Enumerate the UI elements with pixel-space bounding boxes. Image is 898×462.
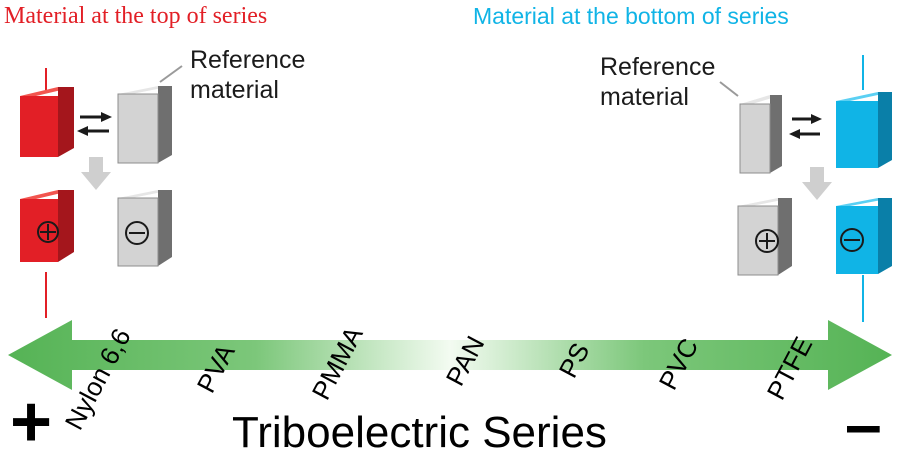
reference-block-right bbox=[739, 95, 782, 174]
top-material-block bbox=[20, 87, 74, 157]
reference-block-left bbox=[117, 86, 172, 164]
reference-leader-right bbox=[719, 81, 739, 97]
bottom-material-block bbox=[836, 92, 892, 168]
reference-label-left-line2: material bbox=[190, 76, 279, 104]
reference-label-right-line1: Reference bbox=[600, 53, 716, 81]
reference-label-right-line2: material bbox=[600, 83, 689, 111]
series-arrow bbox=[8, 320, 892, 390]
series-title: Triboelectric Series bbox=[232, 408, 607, 457]
down-arrow-left bbox=[81, 157, 111, 190]
positive-end-sign: + bbox=[10, 382, 53, 462]
negative-end-sign: – bbox=[845, 387, 882, 461]
exchange-arrows-left bbox=[77, 112, 112, 136]
bottom-of-series-title: Material at the bottom of series bbox=[473, 3, 789, 29]
negative-charged-reference-block bbox=[117, 190, 172, 267]
top-of-series-title: Material at the top of series bbox=[4, 3, 268, 29]
positive-charged-reference-block bbox=[737, 198, 792, 276]
negative-charged-block bbox=[836, 198, 892, 274]
down-arrow-right bbox=[802, 167, 832, 200]
positive-charged-block bbox=[20, 190, 74, 262]
reference-leader-left bbox=[159, 65, 183, 83]
reference-label-left-line1: Reference bbox=[190, 46, 306, 74]
exchange-arrows-right bbox=[789, 114, 822, 139]
